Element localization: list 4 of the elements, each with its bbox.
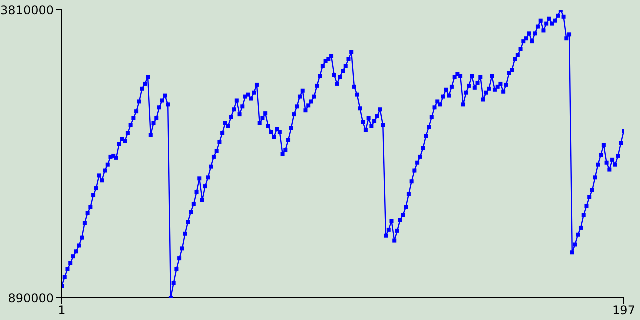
x-tick-label: 197 <box>612 304 636 318</box>
y-tick-label: 3810000 <box>0 3 54 18</box>
y-tick-label: 890000 <box>8 291 54 306</box>
x-tick-label: 1 <box>58 304 66 318</box>
